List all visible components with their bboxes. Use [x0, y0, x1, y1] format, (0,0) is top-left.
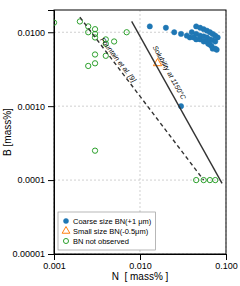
tick-mark	[48, 254, 54, 255]
tick: 0.010	[129, 254, 152, 271]
point	[163, 25, 168, 30]
tick: 0.0001	[17, 175, 54, 185]
point	[54, 20, 57, 25]
plot-area: 0.001 0.010 0.100 0.00001 0.0001 0.0010 0.0100…	[12, 10, 237, 271]
tick-label: 0.001	[43, 261, 66, 271]
point	[124, 30, 129, 35]
plot-frame	[54, 10, 226, 254]
point	[103, 53, 108, 58]
point	[86, 63, 91, 68]
tick-label: 0.010	[129, 261, 152, 271]
tick-mark	[226, 254, 227, 260]
point	[92, 148, 97, 153]
legend-marker	[63, 238, 68, 243]
legend-marker	[62, 227, 70, 234]
y-axis-title: B [mass%]	[2, 108, 13, 156]
point	[172, 30, 177, 35]
marks	[54, 17, 222, 183]
tick-label: 0.0001	[17, 175, 45, 185]
x-axis-title: N [ mass% ]	[112, 271, 169, 282]
tick-label: 0.0010	[17, 102, 45, 112]
legend-marker	[63, 218, 68, 223]
x-axis: 0.001 0.010 0.100	[43, 254, 238, 271]
grid-line-y	[54, 32, 226, 33]
tick-label: 0.100	[215, 261, 238, 271]
annotation: Solubility at 1150°C	[151, 44, 188, 102]
axis-line	[55, 255, 227, 261]
point	[214, 47, 219, 52]
point	[111, 39, 116, 44]
tick: 0.00001	[12, 249, 54, 259]
tick: 0.0010	[17, 102, 54, 112]
tick: 0.0100	[17, 28, 54, 38]
line	[80, 17, 204, 180]
point	[92, 61, 97, 66]
point	[194, 177, 199, 182]
axis-line	[48, 11, 55, 255]
legend-box	[58, 212, 155, 250]
grid	[54, 10, 226, 254]
y-axis: 0.00001 0.0001 0.0010 0.0100	[12, 11, 54, 260]
tick: 0.100	[215, 254, 238, 271]
point	[147, 24, 152, 29]
chart: 0.001 0.010 0.100 0.00001 0.0001 0.0010 0.0100…	[0, 0, 240, 286]
tick-label: 0.0100	[17, 28, 45, 38]
point	[207, 177, 212, 182]
tick-label: 0.00001	[12, 249, 45, 259]
point	[213, 177, 218, 182]
grid-line-y	[54, 106, 226, 107]
point	[92, 52, 97, 57]
legend: Coarse size BN(+1 μm)Small size BN(-0.5μ…	[58, 212, 155, 250]
tick-mark	[48, 32, 54, 33]
tick-mark	[48, 180, 54, 181]
annotation: Fountain et al. [9]	[98, 36, 138, 85]
point	[215, 35, 220, 40]
tick: 0.001	[43, 254, 66, 271]
legend-label: BN not observed	[73, 237, 129, 246]
point	[178, 31, 183, 36]
legend-label: Coarse size BN(+1 μm)	[73, 217, 152, 226]
grid-line-y	[54, 180, 226, 181]
tick-mark	[140, 254, 141, 260]
tick-mark	[48, 106, 54, 107]
legend-label: Small size BN(-0.5μm)	[73, 227, 149, 236]
